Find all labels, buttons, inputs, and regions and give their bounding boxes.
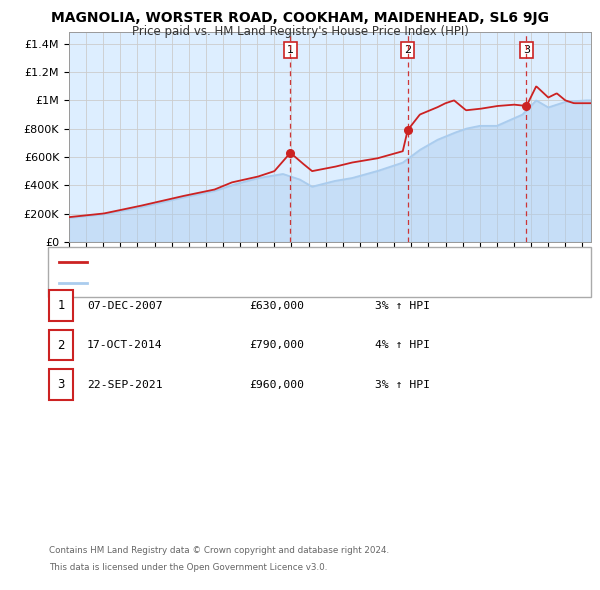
- Text: 2: 2: [404, 45, 411, 55]
- Text: 3: 3: [523, 45, 530, 55]
- Text: 1: 1: [58, 299, 65, 312]
- Text: 3% ↑ HPI: 3% ↑ HPI: [375, 301, 430, 310]
- Text: 07-DEC-2007: 07-DEC-2007: [87, 301, 163, 310]
- Text: £790,000: £790,000: [249, 340, 304, 350]
- Text: 4% ↑ HPI: 4% ↑ HPI: [375, 340, 430, 350]
- Text: MAGNOLIA, WORSTER ROAD, COOKHAM, MAIDENHEAD, SL6 9JG (detached house): MAGNOLIA, WORSTER ROAD, COOKHAM, MAIDENH…: [94, 257, 497, 267]
- Text: 2: 2: [58, 339, 65, 352]
- Text: 3% ↑ HPI: 3% ↑ HPI: [375, 380, 430, 389]
- Text: 17-OCT-2014: 17-OCT-2014: [87, 340, 163, 350]
- Text: 22-SEP-2021: 22-SEP-2021: [87, 380, 163, 389]
- Text: £960,000: £960,000: [249, 380, 304, 389]
- Text: This data is licensed under the Open Government Licence v3.0.: This data is licensed under the Open Gov…: [49, 563, 328, 572]
- Text: Price paid vs. HM Land Registry's House Price Index (HPI): Price paid vs. HM Land Registry's House …: [131, 25, 469, 38]
- Text: Contains HM Land Registry data © Crown copyright and database right 2024.: Contains HM Land Registry data © Crown c…: [49, 546, 389, 555]
- Text: HPI: Average price, detached house, Windsor and Maidenhead: HPI: Average price, detached house, Wind…: [94, 278, 399, 288]
- Text: 1: 1: [287, 45, 294, 55]
- Text: MAGNOLIA, WORSTER ROAD, COOKHAM, MAIDENHEAD, SL6 9JG: MAGNOLIA, WORSTER ROAD, COOKHAM, MAIDENH…: [51, 11, 549, 25]
- Text: 3: 3: [58, 378, 65, 391]
- Text: £630,000: £630,000: [249, 301, 304, 310]
